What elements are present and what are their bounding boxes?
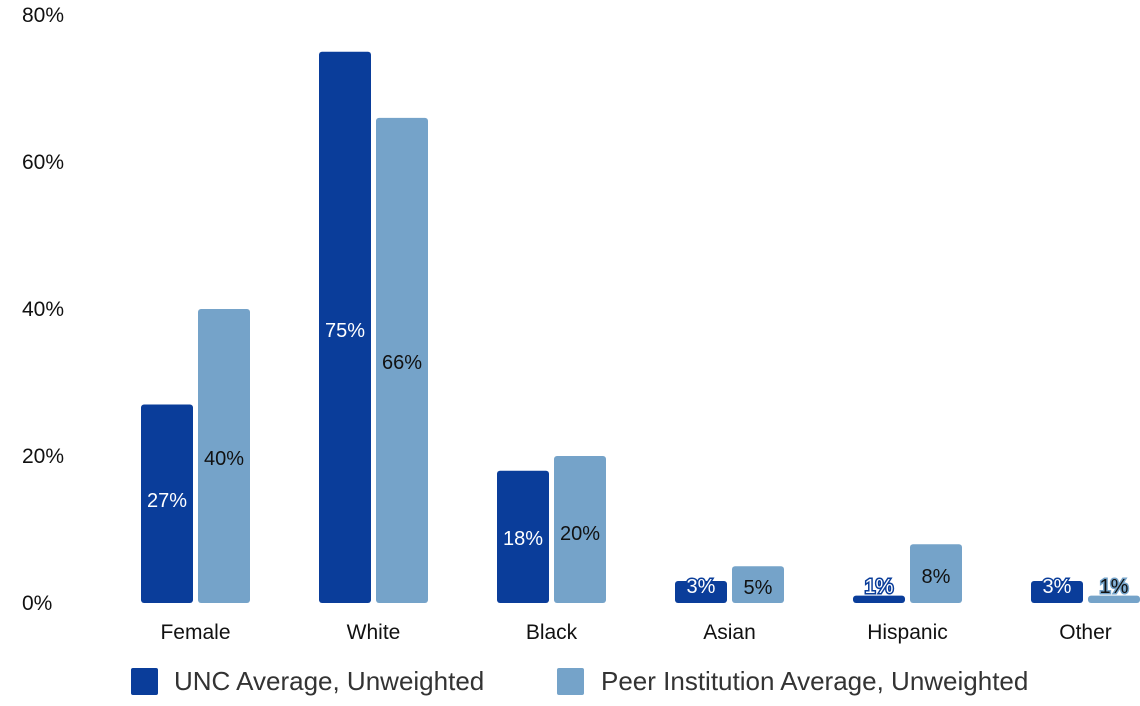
legend-swatch-unc (131, 668, 158, 695)
y-tick-label: 60% (22, 151, 64, 174)
y-tick-label: 40% (22, 298, 64, 321)
bar-peer-asian (732, 566, 784, 603)
data-label: 1% (865, 576, 894, 598)
bar-unc-black (497, 470, 549, 603)
data-label: 20% (560, 523, 600, 545)
x-axis: Female White Black Asian Hispanic Other (160, 621, 1111, 644)
data-label: 8% (922, 566, 951, 588)
x-tick-label-black: Black (526, 621, 578, 644)
x-tick-label-other: Other (1059, 621, 1112, 644)
bar-peer-female (198, 309, 250, 603)
legend-label-unc: UNC Average, Unweighted (174, 666, 484, 696)
bar-unc-other (1031, 580, 1083, 603)
x-tick-label-white: White (347, 621, 401, 644)
y-tick-label: 80% (22, 4, 64, 27)
x-tick-label-asian: Asian (703, 621, 756, 644)
bar-peer-other (1088, 595, 1140, 603)
bar-unc-white (319, 51, 371, 603)
x-tick-label-female: Female (160, 621, 230, 644)
bar-unc-asian (675, 580, 727, 603)
legend: UNC Average, Unweighted Peer Institution … (131, 666, 1028, 696)
legend-swatch-peer (557, 668, 584, 695)
bar-peer-hispanic (910, 544, 962, 603)
data-label: 27% (147, 490, 187, 512)
y-axis: 0% 20% 40% 60% 80% (22, 4, 64, 615)
bar-unc-female (141, 404, 193, 603)
bar-peer-white (376, 117, 428, 604)
data-label: 3% (687, 576, 716, 598)
y-tick-label: 20% (22, 445, 64, 468)
data-label: 66% (382, 352, 422, 374)
x-tick-label-hispanic: Hispanic (867, 621, 948, 644)
data-label: 3% (1043, 576, 1072, 598)
bar-peer-black (554, 456, 606, 603)
data-label: 75% (325, 320, 365, 342)
data-label: 18% (503, 528, 543, 550)
bar-unc-hispanic (853, 595, 905, 603)
data-label: 1% (1100, 576, 1129, 598)
bars-group (141, 51, 1140, 604)
y-tick-label: 0% (22, 592, 52, 615)
data-labels-group: 27% 40% 75% 66% 18% 20% 3% 5% 1% 8% 3% 1% (147, 320, 1130, 600)
data-label: 5% (744, 577, 773, 599)
legend-label-peer: Peer Institution Average, Unweighted (601, 666, 1028, 696)
data-label: 40% (204, 448, 244, 470)
